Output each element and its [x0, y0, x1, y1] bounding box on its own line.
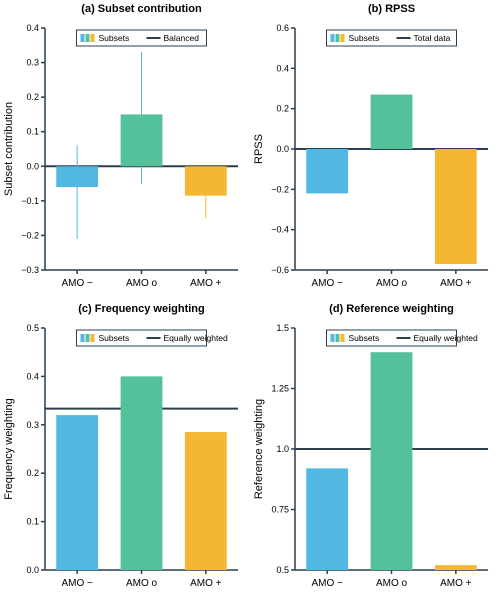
svg-text:AMO o: AMO o — [126, 578, 158, 589]
svg-text:0.2: 0.2 — [26, 468, 39, 478]
svg-text:0.4: 0.4 — [26, 371, 39, 381]
panel-rpss: −0.6 −0.4 −0.2 0.0 0.2 0.4 0.6 AMO − AMO o AMO + (… — [250, 0, 500, 300]
svg-text:0.4: 0.4 — [26, 23, 39, 33]
y-axis-label: Subset contribution — [3, 102, 15, 196]
bar-AMO− — [306, 149, 348, 193]
y-axis-label: Reference weighting — [253, 399, 265, 499]
y-axis-label: RPSS — [253, 134, 265, 164]
chart-c: 0.0 0.1 0.2 0.3 0.4 0.5 AMO − AMO o AMO + (c) Fre… — [0, 300, 250, 600]
panel-title: (c) Frequency weighting — [78, 303, 205, 315]
bar-AMOo — [371, 95, 413, 149]
svg-text:Subsets: Subsets — [349, 333, 380, 343]
svg-text:AMO −: AMO − — [61, 278, 93, 289]
svg-text:0.2: 0.2 — [276, 104, 289, 114]
svg-text:0.4: 0.4 — [276, 63, 289, 73]
svg-text:0.1: 0.1 — [26, 127, 39, 137]
bar-AMO− — [306, 468, 348, 570]
panel-reference-weighting: 0.5 0.75 1.0 1.25 1.5 AMO − AMO o AMO + (d) Refe… — [250, 300, 500, 600]
bar-AMO− — [56, 415, 98, 570]
svg-text:Balanced: Balanced — [164, 33, 200, 43]
bar-AMOo — [371, 352, 413, 570]
panel-title: (d) Reference weighting — [329, 303, 454, 315]
bar-AMO+ — [435, 149, 477, 264]
svg-text:−0.3: −0.3 — [21, 265, 39, 275]
svg-text:AMO +: AMO + — [440, 278, 472, 289]
svg-text:1.0: 1.0 — [276, 444, 289, 454]
svg-text:Subsets: Subsets — [349, 33, 380, 43]
bar-AMO+ — [185, 432, 227, 570]
chart-d: 0.5 0.75 1.0 1.25 1.5 AMO − AMO o AMO + (d) Refe… — [250, 300, 500, 600]
svg-text:AMO −: AMO − — [61, 578, 93, 589]
svg-text:Equally weighted: Equally weighted — [164, 333, 229, 343]
svg-text:1.25: 1.25 — [271, 384, 289, 394]
svg-text:−0.2: −0.2 — [21, 230, 39, 240]
y-axis-label: Frequency weighting — [3, 398, 15, 500]
svg-text:0.0: 0.0 — [26, 565, 39, 575]
svg-text:0.5: 0.5 — [26, 323, 39, 333]
panel-title: (a) Subset contribution — [81, 3, 202, 15]
svg-text:0.5: 0.5 — [276, 565, 289, 575]
panel-title: (b) RPSS — [368, 3, 415, 15]
svg-text:0.3: 0.3 — [26, 420, 39, 430]
svg-text:−0.6: −0.6 — [271, 265, 289, 275]
bar-AMO+ — [435, 565, 477, 570]
svg-text:0.0: 0.0 — [26, 161, 39, 171]
svg-text:AMO −: AMO − — [311, 278, 343, 289]
svg-text:Total data: Total data — [414, 33, 451, 43]
svg-text:Equally weighted: Equally weighted — [414, 333, 479, 343]
svg-text:0.1: 0.1 — [26, 517, 39, 527]
panel-frequency-weighting: 0.0 0.1 0.2 0.3 0.4 0.5 AMO − AMO o AMO + (c) Fre… — [0, 300, 250, 600]
svg-text:−0.2: −0.2 — [271, 184, 289, 194]
svg-text:0.6: 0.6 — [276, 23, 289, 33]
svg-text:0.75: 0.75 — [271, 505, 289, 515]
svg-text:AMO +: AMO + — [190, 278, 222, 289]
svg-text:AMO −: AMO − — [311, 578, 343, 589]
svg-text:Subsets: Subsets — [99, 33, 130, 43]
svg-text:AMO o: AMO o — [376, 278, 408, 289]
svg-text:−0.4: −0.4 — [271, 225, 289, 235]
chart-a: −0.3 −0.2 −0.1 0.0 0.1 0.2 0.3 0.4 AMO − AMO o AMO… — [0, 0, 250, 300]
svg-text:0.2: 0.2 — [26, 92, 39, 102]
svg-text:AMO +: AMO + — [440, 578, 472, 589]
svg-text:Subsets: Subsets — [99, 333, 130, 343]
svg-text:0.3: 0.3 — [26, 58, 39, 68]
chart-b: −0.6 −0.4 −0.2 0.0 0.2 0.4 0.6 AMO − AMO o AMO + (… — [250, 0, 500, 300]
svg-text:−0.1: −0.1 — [21, 196, 39, 206]
svg-text:AMO o: AMO o — [376, 578, 408, 589]
chart-grid: −0.3 −0.2 −0.1 0.0 0.1 0.2 0.3 0.4 AMO − AMO o AMO… — [0, 0, 500, 600]
svg-text:AMO o: AMO o — [126, 278, 158, 289]
svg-text:0.0: 0.0 — [276, 144, 289, 154]
svg-text:1.5: 1.5 — [276, 323, 289, 333]
bar-AMOo — [121, 376, 163, 570]
panel-subset-contribution: −0.3 −0.2 −0.1 0.0 0.1 0.2 0.3 0.4 AMO − AMO o AMO… — [0, 0, 250, 300]
svg-text:AMO +: AMO + — [190, 578, 222, 589]
